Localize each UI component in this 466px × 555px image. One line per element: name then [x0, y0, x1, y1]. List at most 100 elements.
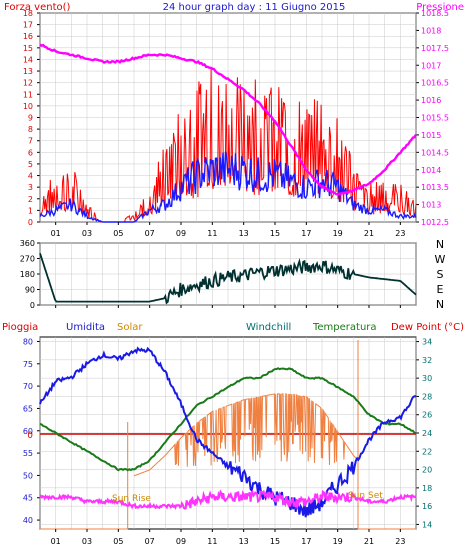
y-tick-label-humidity: 55: [23, 449, 33, 458]
compass-label-e: E: [437, 283, 444, 296]
y2-tick-label-temperature: 20: [422, 466, 432, 475]
y-tick-label-humidity: 80: [23, 337, 33, 346]
y-tick-label-wind: 10: [23, 102, 33, 111]
y-tick-label-humidity: 75: [23, 360, 33, 369]
x-tick-label-hour: 19: [333, 537, 343, 546]
x-tick-label-hour: 15: [270, 537, 280, 546]
y-tick-label-wind: 4: [28, 172, 33, 181]
y2-tick-label-pressure: 1014.5: [421, 148, 449, 157]
y-tick-label-wind: 5: [28, 160, 33, 169]
x-tick-label-hour: 01: [51, 537, 61, 546]
legend-rain: Pioggia: [2, 322, 38, 333]
y2-tick-label-temperature: 32: [422, 356, 432, 365]
y2-tick-label-temperature: 34: [422, 338, 432, 347]
y2-tick-label-temperature: 16: [422, 502, 432, 511]
x-tick-label-hour: 13: [239, 229, 249, 238]
x-tick-label-hour: 07: [145, 229, 155, 238]
sunrise-label: Sun Rise: [112, 494, 151, 504]
x-tick-label-hour: 23: [395, 229, 405, 238]
y-tick-label-humidity: 70: [23, 382, 33, 391]
y2-tick-label-temperature: 14: [422, 520, 432, 529]
y-tick-label-humidity: 40: [23, 516, 33, 525]
x-tick-label-hour: 23: [395, 537, 405, 546]
y-tick-label-direction: 0: [30, 301, 35, 310]
y-tick-label-wind: 1: [28, 206, 33, 215]
legend-temperature: Temperatura: [312, 322, 377, 333]
y2-tick-label-pressure: 1015.5: [421, 114, 449, 123]
y-tick-label-wind: 0: [28, 218, 33, 227]
y2-tick-label-temperature: 24: [422, 429, 432, 438]
series-temperature-line: [39, 367, 417, 472]
header-right-label: Pressione: [416, 2, 464, 13]
series-pressure-line: [39, 43, 418, 196]
x-tick-label-hour: 09: [176, 229, 186, 238]
y-tick-label-wind: 12: [23, 79, 33, 88]
y-tick-label-wind: 16: [23, 32, 33, 41]
y-tick-label-wind: 17: [23, 21, 33, 30]
y2-tick-label-pressure: 1013: [421, 201, 441, 210]
x-tick-label-hour: 03: [82, 229, 92, 238]
y2-tick-label-pressure: 1016: [421, 96, 441, 105]
x-tick-label-hour: 07: [145, 537, 155, 546]
header-center-title: 24 hour graph day : 11 Giugno 2015: [163, 2, 346, 13]
series-humidity-line: [39, 346, 417, 518]
x-tick-label-hour: 21: [364, 229, 374, 238]
x-tick-label-hour: 01: [51, 229, 61, 238]
y-tick-label-direction: 270: [20, 255, 35, 264]
series-dewpoint-line: [39, 489, 417, 510]
y2-tick-label-pressure: 1018: [421, 26, 441, 35]
y2-tick-label-pressure: 1017: [421, 61, 441, 70]
y2-tick-label-pressure: 1014: [421, 166, 441, 175]
x-tick-label-hour: 11: [207, 537, 217, 546]
y2-tick-label-pressure: 1016.5: [421, 79, 449, 88]
sunset-label: Sun Set: [348, 491, 383, 501]
x-tick-label-hour: 09: [176, 537, 186, 546]
y-tick-label-direction: 180: [20, 270, 35, 279]
y-tick-label-wind: 7: [28, 137, 33, 146]
y-tick-label-humidity: 60: [23, 427, 33, 436]
y-tick-label-wind: 18: [23, 9, 33, 18]
rain-zero-label: 0: [27, 431, 33, 441]
x-tick-label-hour: 15: [270, 229, 280, 238]
x-tick-label-hour: 05: [113, 537, 123, 546]
x-tick-label-hour: 05: [113, 229, 123, 238]
y-tick-label-humidity: 50: [23, 471, 33, 480]
y-tick-label-wind: 11: [23, 90, 33, 99]
y-tick-label-wind: 14: [23, 55, 33, 64]
x-tick-label-hour: 11: [207, 229, 217, 238]
y2-tick-label-temperature: 18: [422, 484, 432, 493]
y-tick-label-wind: 2: [28, 195, 33, 204]
y2-tick-label-pressure: 1018.5: [421, 9, 449, 18]
series-solar-line: [133, 393, 357, 477]
y2-tick-label-temperature: 26: [422, 411, 432, 420]
y-tick-label-wind: 6: [28, 148, 33, 157]
y2-tick-label-pressure: 1015: [421, 131, 441, 140]
x-tick-label-hour: 13: [239, 537, 249, 546]
x-tick-label-hour: 19: [333, 229, 343, 238]
y-tick-label-wind: 13: [23, 67, 33, 76]
y2-tick-label-pressure: 1017.5: [421, 44, 449, 53]
y-tick-label-wind: 3: [28, 183, 33, 192]
y-tick-label-wind: 9: [28, 114, 33, 123]
x-tick-label-hour: 17: [301, 229, 311, 238]
compass-label-n-top: N: [436, 238, 444, 251]
compass-label-n-bottom: N: [436, 298, 444, 311]
legend-windchill: Windchill: [246, 322, 291, 333]
series-gust-line: [39, 151, 417, 223]
y-tick-label-wind: 8: [28, 125, 33, 134]
y2-tick-label-pressure: 1012.5: [421, 218, 449, 227]
y-tick-label-direction: 90: [25, 286, 35, 295]
x-tick-label-hour: 21: [364, 537, 374, 546]
series-direction-line: [39, 253, 417, 305]
y2-tick-label-temperature: 30: [422, 374, 432, 383]
header-left-label: Forza vento(): [4, 2, 71, 13]
y-tick-label-wind: 15: [23, 44, 33, 53]
compass-label-w: W: [435, 253, 446, 266]
sunrise-marker: [40, 422, 129, 530]
y-tick-label-humidity: 65: [23, 404, 33, 413]
x-tick-label-hour: 17: [301, 537, 311, 546]
compass-label-s: S: [437, 268, 444, 281]
y-tick-label-direction: 360: [20, 239, 35, 248]
